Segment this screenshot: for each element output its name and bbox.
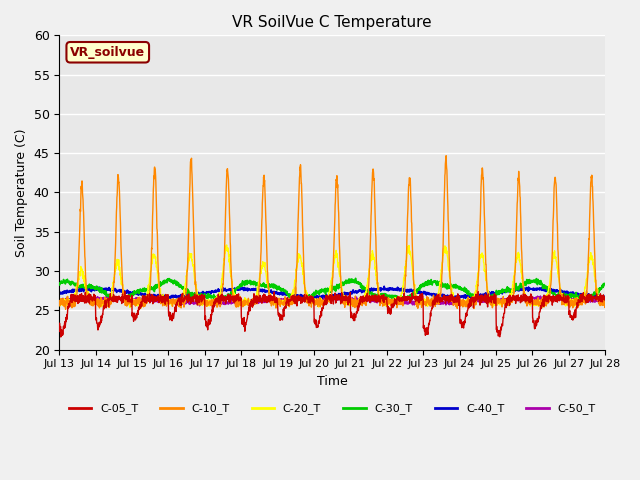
Legend: C-05_T, C-10_T, C-20_T, C-30_T, C-40_T, C-50_T: C-05_T, C-10_T, C-20_T, C-30_T, C-40_T, …: [65, 399, 600, 419]
C-40_T: [554, 288, 561, 293]
C-50_T: [207, 300, 215, 306]
C-50_T: [56, 297, 63, 303]
C-50_T: [602, 298, 609, 303]
C-05_T: [492, 298, 499, 303]
Line: C-40_T: C-40_T: [60, 286, 605, 299]
C-10_T: [348, 301, 356, 307]
C-05_T: [360, 295, 368, 300]
C-30_T: [492, 293, 499, 299]
Line: C-50_T: C-50_T: [60, 296, 605, 306]
C-20_T: [554, 265, 561, 271]
Line: C-05_T: C-05_T: [60, 291, 605, 337]
C-30_T: [352, 276, 360, 281]
C-05_T: [569, 314, 577, 320]
C-10_T: [208, 301, 216, 307]
C-10_T: [492, 300, 499, 306]
C-30_T: [554, 292, 561, 298]
C-20_T: [360, 298, 368, 303]
C-30_T: [56, 281, 63, 287]
C-10_T: [554, 221, 561, 227]
C-40_T: [348, 290, 356, 296]
C-05_T: [121, 288, 129, 294]
C-40_T: [360, 288, 368, 294]
C-10_T: [56, 302, 63, 308]
C-10_T: [602, 300, 609, 306]
C-50_T: [360, 298, 367, 303]
C-05_T: [57, 334, 65, 340]
C-20_T: [569, 296, 577, 302]
C-40_T: [569, 290, 577, 296]
C-40_T: [380, 283, 388, 289]
C-50_T: [348, 297, 356, 303]
C-40_T: [208, 289, 216, 295]
X-axis label: Time: Time: [317, 375, 348, 388]
C-20_T: [602, 304, 609, 310]
C-20_T: [208, 297, 216, 302]
C-05_T: [349, 314, 356, 320]
C-10_T: [61, 306, 69, 312]
C-05_T: [56, 324, 63, 330]
C-10_T: [442, 153, 450, 158]
Line: C-20_T: C-20_T: [60, 245, 605, 308]
C-05_T: [602, 294, 609, 300]
C-20_T: [138, 305, 145, 311]
C-20_T: [492, 300, 499, 306]
Title: VR SoilVue C Temperature: VR SoilVue C Temperature: [232, 15, 432, 30]
C-50_T: [536, 293, 544, 299]
Y-axis label: Soil Temperature (C): Soil Temperature (C): [15, 128, 28, 257]
C-20_T: [223, 242, 230, 248]
C-40_T: [161, 296, 169, 301]
C-30_T: [348, 279, 356, 285]
C-40_T: [492, 290, 499, 296]
C-30_T: [106, 296, 114, 301]
C-10_T: [360, 298, 368, 303]
C-10_T: [569, 299, 577, 304]
Line: C-30_T: C-30_T: [60, 278, 605, 299]
C-50_T: [554, 296, 561, 302]
C-30_T: [602, 281, 609, 287]
C-50_T: [569, 297, 577, 303]
C-40_T: [56, 290, 63, 296]
C-30_T: [360, 285, 368, 291]
C-30_T: [569, 293, 577, 299]
C-40_T: [602, 294, 609, 300]
C-05_T: [208, 307, 216, 313]
C-05_T: [554, 299, 561, 305]
C-50_T: [426, 303, 434, 309]
C-50_T: [491, 299, 499, 304]
C-30_T: [208, 293, 216, 299]
C-20_T: [349, 301, 356, 307]
Line: C-10_T: C-10_T: [60, 156, 605, 309]
C-20_T: [56, 302, 63, 308]
Text: VR_soilvue: VR_soilvue: [70, 46, 145, 59]
